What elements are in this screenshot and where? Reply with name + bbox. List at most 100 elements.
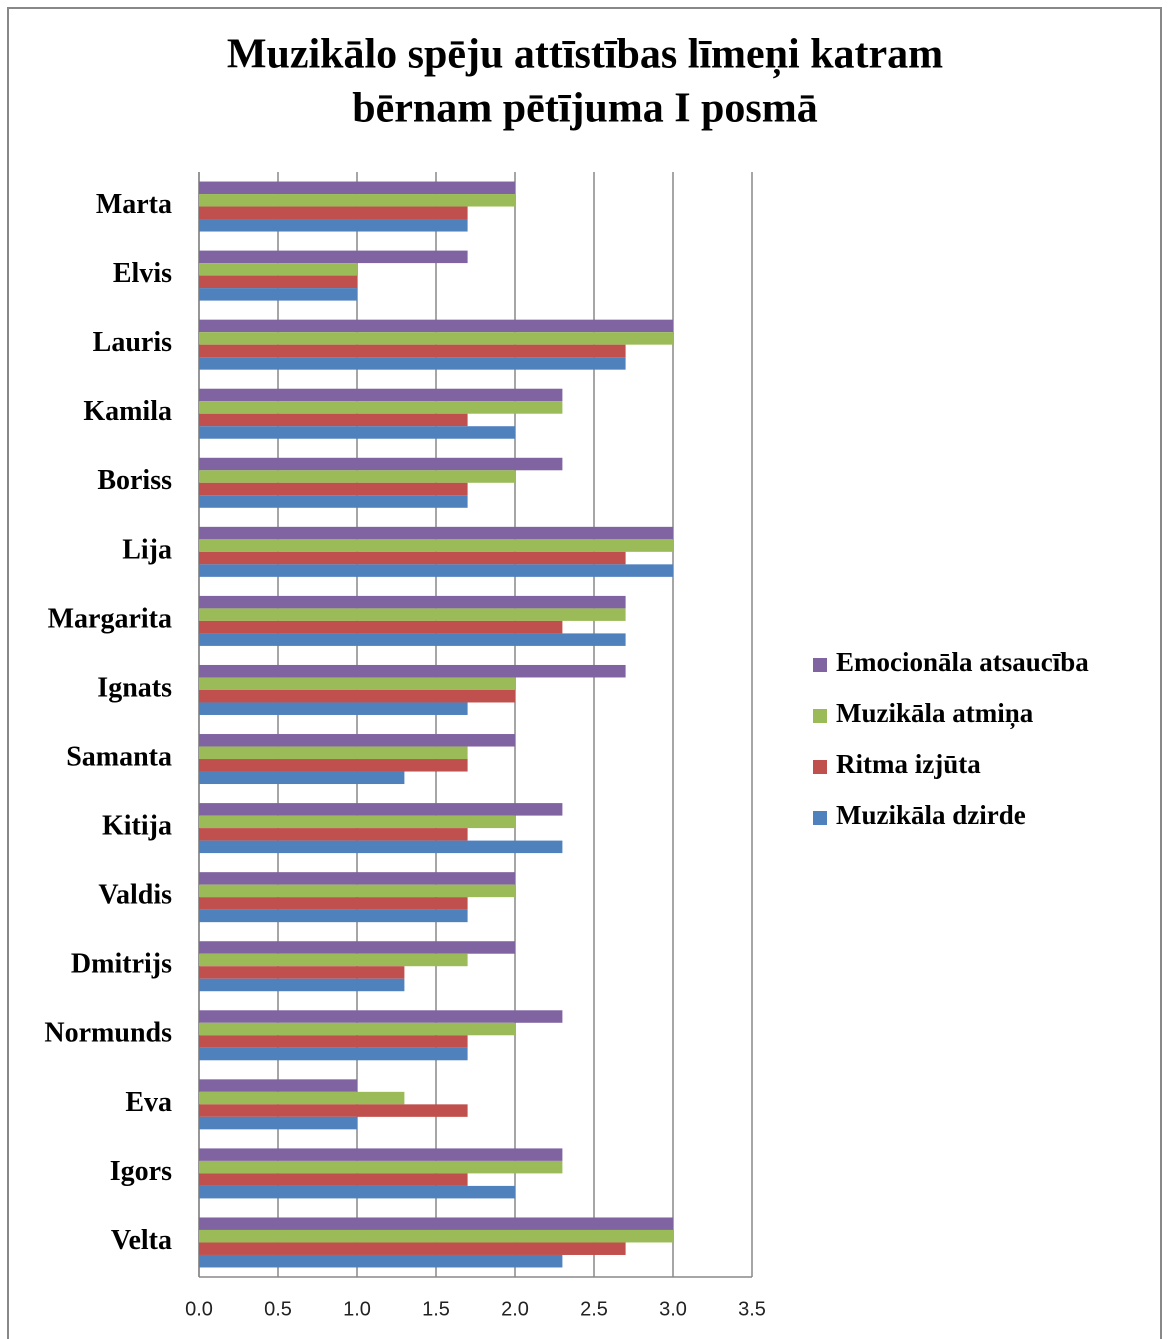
title-line: bērnam pētījuma I posmā — [352, 86, 818, 132]
y-tick-label: Velta — [111, 1225, 172, 1256]
bar — [199, 413, 468, 427]
bar — [199, 1116, 357, 1130]
legend-swatch — [813, 658, 827, 672]
bar — [199, 608, 626, 621]
bar — [199, 526, 673, 540]
y-tick-label: Igors — [110, 1156, 172, 1187]
legend-swatch — [813, 709, 827, 723]
bar — [199, 702, 468, 715]
bar — [199, 206, 468, 220]
x-tick-label: 1.0 — [343, 1298, 371, 1320]
bar — [199, 470, 515, 483]
bar — [199, 771, 405, 785]
y-tick-label: Kitija — [102, 811, 172, 842]
legend-label: Muzikāla dzirde — [836, 800, 1026, 830]
bar — [199, 633, 626, 646]
y-tick-label: Normunds — [44, 1018, 172, 1049]
bar — [199, 1079, 357, 1092]
title-line: Muzikālo spēju attīstības līmeņi katram — [227, 32, 943, 79]
bar — [199, 357, 626, 370]
bar — [199, 1104, 468, 1117]
bar — [199, 909, 468, 923]
bar — [199, 482, 468, 496]
y-tick-label: Samanta — [66, 741, 172, 772]
bar — [199, 1047, 468, 1061]
bar — [199, 1160, 563, 1174]
bar — [199, 677, 515, 690]
bar — [199, 1242, 626, 1255]
y-tick-label: Lauris — [93, 327, 172, 358]
y-tick-label: Ignats — [97, 672, 172, 703]
legend-swatch — [813, 811, 827, 825]
bar — [199, 803, 563, 816]
y-tick-label: Lija — [122, 534, 172, 565]
bar — [199, 828, 468, 841]
bar — [199, 1185, 515, 1199]
x-tick-label: 2.5 — [580, 1298, 608, 1320]
bar — [199, 219, 468, 232]
bar — [199, 288, 357, 301]
bar — [199, 840, 563, 854]
bar — [199, 1229, 673, 1243]
bar — [199, 344, 626, 358]
bar — [199, 1022, 515, 1036]
bar — [199, 897, 468, 910]
bar — [199, 564, 673, 577]
bar — [199, 1217, 673, 1230]
bar — [199, 689, 515, 703]
bar — [199, 595, 626, 609]
bar — [199, 1035, 468, 1048]
bar — [199, 263, 357, 276]
bar — [199, 1010, 563, 1023]
legend-swatch — [813, 760, 827, 774]
bar — [199, 275, 357, 289]
y-tick-label: Dmitrijs — [71, 949, 172, 980]
bar — [199, 759, 468, 772]
legend-label: Ritma izjūta — [836, 749, 981, 779]
bar — [199, 978, 405, 992]
y-tick-label: Elvis — [113, 258, 172, 289]
bar — [199, 664, 626, 678]
bar — [199, 250, 468, 264]
bar — [199, 1254, 563, 1268]
bar — [199, 1173, 468, 1186]
bar — [199, 401, 563, 414]
bar — [199, 539, 673, 552]
x-tick-label: 1.5 — [422, 1298, 450, 1320]
bar — [199, 966, 405, 979]
y-tick-label: Kamila — [83, 396, 172, 427]
bar — [199, 551, 626, 565]
bar — [199, 620, 563, 634]
bar — [199, 815, 515, 829]
x-tick-label: 0.0 — [185, 1298, 213, 1320]
bar — [199, 181, 515, 195]
bar — [199, 1091, 405, 1105]
y-tick-label: Margarita — [48, 603, 172, 634]
bar — [199, 457, 563, 471]
bar — [199, 1148, 563, 1161]
y-tick-label: Marta — [96, 189, 172, 220]
x-tick-label: 0.5 — [264, 1298, 292, 1320]
y-tick-label: Eva — [125, 1087, 172, 1118]
x-tick-label: 3.5 — [738, 1298, 766, 1320]
x-tick-label: 2.0 — [501, 1298, 529, 1320]
legend-label: Emocionāla atsaucība — [836, 647, 1089, 677]
y-tick-label: Boriss — [97, 465, 172, 496]
legend-label: Muzikāla atmiņa — [836, 698, 1034, 730]
bar — [199, 884, 515, 898]
bar — [199, 426, 515, 439]
bar — [199, 746, 468, 760]
bar — [199, 941, 515, 954]
bar — [199, 495, 468, 508]
chart-title: Muzikālo spēju attīstības līmeņi katram b… — [227, 32, 943, 132]
bar — [199, 734, 515, 747]
bar — [199, 194, 515, 207]
y-tick-label: Valdis — [98, 880, 172, 911]
bar — [199, 872, 515, 885]
bar — [199, 332, 673, 345]
bar — [199, 388, 563, 402]
bar — [199, 319, 673, 333]
bar — [199, 953, 468, 967]
x-tick-label: 3.0 — [659, 1298, 687, 1320]
